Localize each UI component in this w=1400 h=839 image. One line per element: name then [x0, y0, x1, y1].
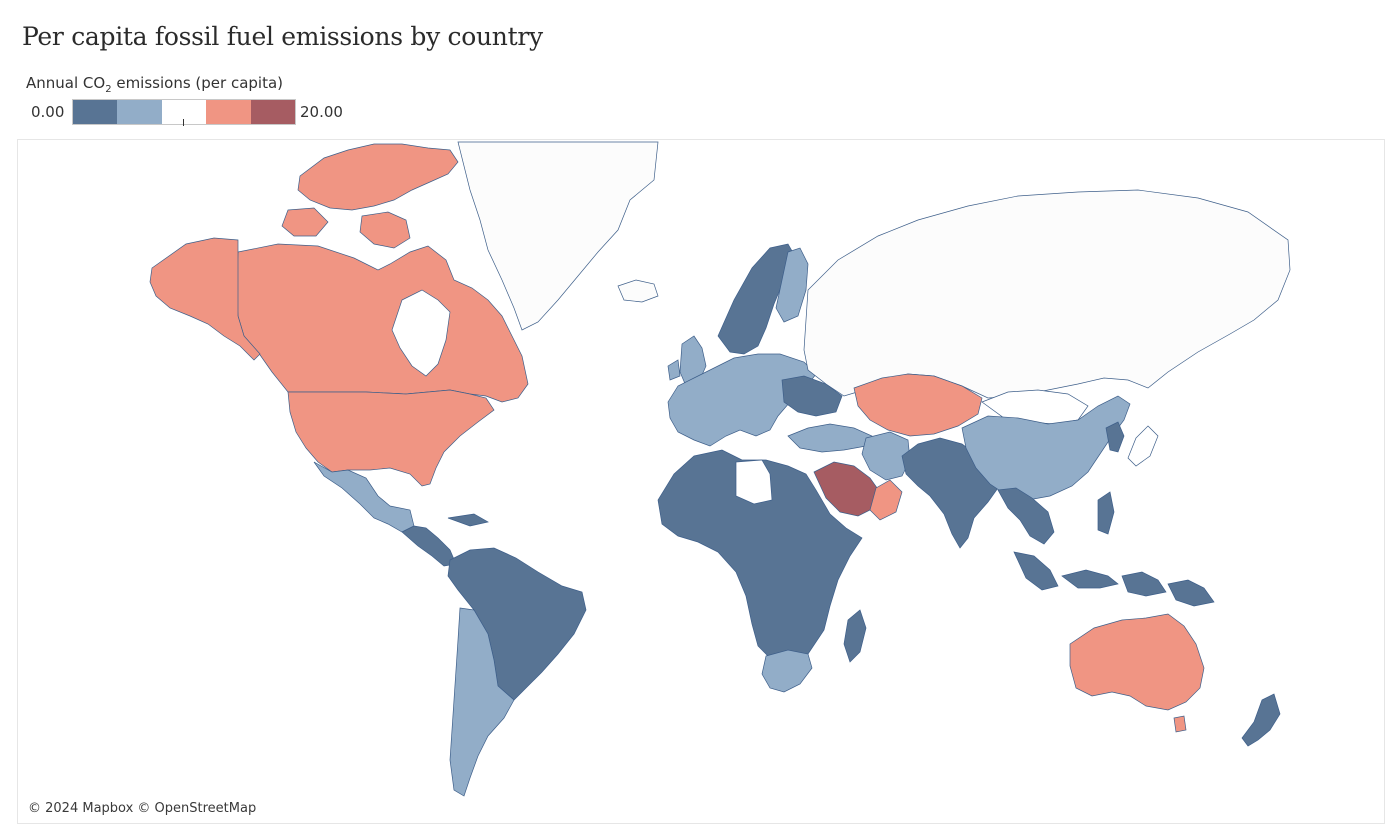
legend-title: Annual CO2 emissions (per capita) [26, 74, 283, 95]
legend-step-2 [117, 100, 162, 124]
region-iceland[interactable] [617, 279, 659, 303]
legend-midpoint-marker [183, 119, 184, 126]
region-russia[interactable] [803, 189, 1291, 399]
region-indonesia[interactable] [1013, 551, 1215, 607]
region-finland[interactable] [775, 247, 809, 323]
region-argentina-chile[interactable] [449, 607, 515, 797]
legend-max-label: 20.00 [300, 103, 343, 121]
color-legend: Annual CO2 emissions (per capita) 0.00 2… [26, 74, 366, 130]
region-japan[interactable] [1127, 425, 1159, 467]
region-korea[interactable] [1105, 421, 1125, 453]
legend-title-subscript: 2 [105, 84, 112, 95]
region-ukraine[interactable] [781, 375, 843, 417]
region-southern-africa[interactable] [761, 649, 813, 693]
region-central-america[interactable] [401, 513, 489, 567]
region-united-states[interactable] [287, 389, 495, 487]
region-kazakhstan[interactable] [853, 373, 983, 437]
legend-step-4 [206, 100, 251, 124]
region-china[interactable] [961, 395, 1131, 501]
page-title: Per capita fossil fuel emissions by coun… [22, 22, 543, 51]
region-south-asia[interactable] [901, 437, 999, 549]
region-mexico[interactable] [313, 461, 415, 533]
region-southeast-asia[interactable] [997, 487, 1115, 545]
region-new-zealand[interactable] [1241, 693, 1281, 747]
region-hudson-bay[interactable] [391, 289, 451, 377]
region-oman[interactable] [869, 479, 903, 521]
region-iran[interactable] [861, 431, 911, 481]
map-canvas[interactable] [18, 140, 1384, 823]
legend-step-1 [73, 100, 118, 124]
legend-step-3 [161, 100, 207, 124]
region-turkey[interactable] [787, 423, 873, 453]
region-madagascar[interactable] [843, 609, 867, 663]
region-alaska[interactable] [149, 237, 261, 361]
region-africa[interactable] [657, 449, 863, 665]
legend-min-label: 0.00 [31, 103, 65, 121]
world-map[interactable] [17, 139, 1385, 824]
legend-color-ramp [72, 99, 296, 125]
region-canada[interactable] [235, 243, 529, 403]
region-greenland[interactable] [457, 141, 659, 331]
legend-step-5 [250, 100, 296, 124]
region-libya[interactable] [735, 459, 773, 505]
legend-title-prefix: Annual CO [26, 74, 106, 92]
map-attribution[interactable]: © 2024 Mapbox © OpenStreetMap [26, 801, 259, 816]
region-australia[interactable] [1069, 613, 1205, 711]
region-canadian-arctic-islands[interactable] [281, 143, 459, 249]
legend-title-suffix: emissions (per capita) [111, 74, 284, 92]
region-tasmania[interactable] [1173, 715, 1187, 733]
